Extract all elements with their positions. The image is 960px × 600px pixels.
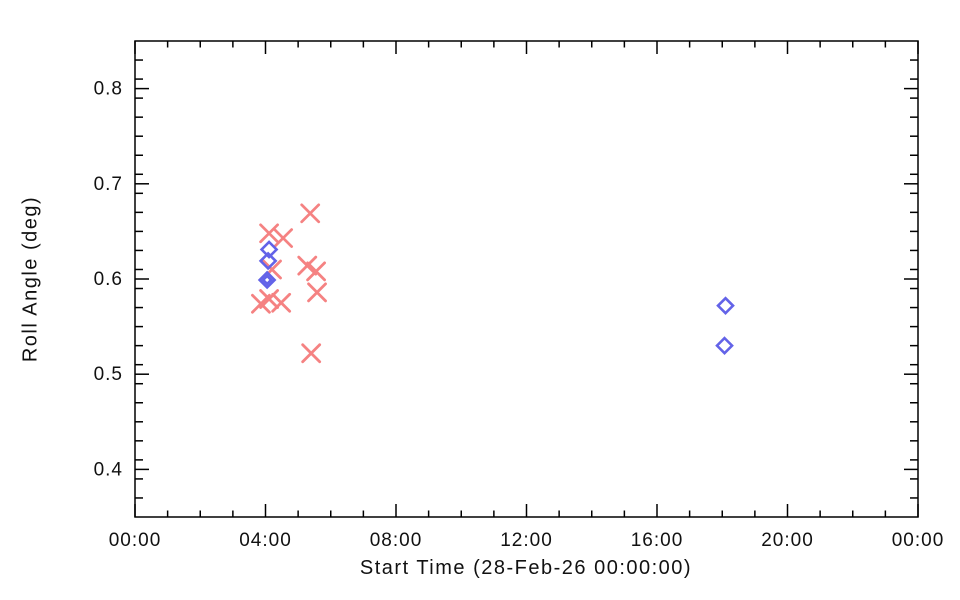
x-axis-title: Start Time (28-Feb-26 00:00:00) [359, 557, 693, 579]
y-tick-label: 0.4 [94, 459, 123, 480]
data-point-x [251, 293, 271, 314]
data-point-x [273, 228, 294, 248]
data-point-x [307, 282, 327, 303]
data-point-x [259, 223, 279, 244]
data-point-diamond [258, 251, 278, 271]
data-point-x [300, 203, 321, 224]
x-tick-label: 08:00 [370, 530, 423, 551]
data-point-diamond [257, 270, 277, 290]
x-tick-label: 00:00 [892, 530, 945, 551]
y-tick-label: 0.6 [94, 269, 123, 290]
y-axis-title: Roll Angle (deg) [19, 195, 42, 363]
data-point-diamond [716, 296, 735, 315]
x-tick-label: 00:00 [109, 530, 162, 551]
x-tick-label: 04:00 [239, 530, 292, 551]
y-tick-label: 0.8 [94, 79, 123, 100]
data-point-x [271, 292, 292, 313]
data-point-x [301, 343, 322, 364]
data-point-diamond [715, 336, 734, 355]
data-point-diamond [259, 240, 279, 259]
x-tick-label: 20:00 [761, 530, 814, 551]
plot-border [134, 40, 919, 518]
y-tick-label: 0.5 [94, 364, 123, 385]
y-tick-label: 0.7 [94, 174, 123, 195]
x-tick-label: 16:00 [631, 530, 684, 551]
data-point-x [306, 261, 326, 282]
x-tick-label: 12:00 [500, 530, 553, 551]
data-point-x [297, 255, 318, 276]
data-point-diamond [261, 274, 273, 286]
